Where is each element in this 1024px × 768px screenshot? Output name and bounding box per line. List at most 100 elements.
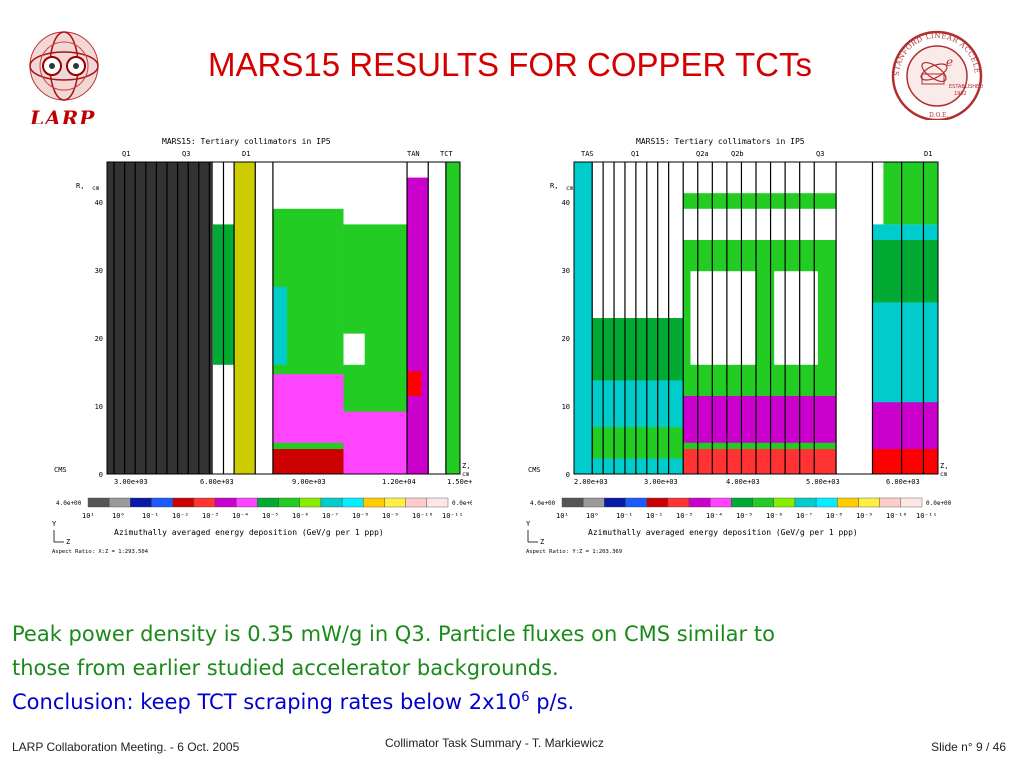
y-tick-label: 30 [562,267,570,275]
y-direction-label: Y [52,520,57,528]
color-scale-swatch [815,497,838,508]
scale-tick-label: 10⁻⁵ [736,512,753,520]
x-tick-label: 1.50e+04 [447,478,472,486]
y-tick-label: 10 [562,403,570,411]
deposition-region [255,162,273,474]
color-scale-swatch [193,497,216,508]
y-tick-label: 40 [562,199,570,207]
scale-tick-label: 10¹ [82,512,95,520]
element-label: Q3 [182,150,190,158]
scale-min-label: 4.0e+00 [56,500,82,507]
caption-line-2: those from earlier studied accelerator b… [12,656,559,680]
scale-tick-label: 10⁻⁶ [766,512,783,520]
color-scale-swatch [794,497,817,508]
color-scale-swatch [172,497,195,508]
deposition-region [272,449,344,474]
caption-conclusion: Conclusion: keep TCT scraping rates belo… [12,685,1012,719]
r-axis-label: R, [550,182,558,190]
scale-tick-label: 10⁻⁹ [382,512,399,520]
color-scale-swatch [731,497,753,508]
deposition-region [872,240,938,303]
slac-seal: STANFORD LINEAR ACCELERATOR CENTER e EST… [880,20,990,122]
x-tick-label: 6.00e+03 [886,478,920,486]
y-tick-label: 20 [562,335,570,343]
deposition-region [883,162,938,225]
slide-title: MARS15 RESULTS FOR COPPER TCTs [208,46,812,83]
scale-tick-label: 10⁻¹¹ [442,512,463,520]
y-tick-label: 0 [566,471,570,479]
scale-tick-label: 10⁻¹¹ [916,512,937,520]
y-tick-label: 20 [95,335,103,343]
plot-panel-right: MARS15: Tertiary collimators in IP5 TAS Q1… [526,132,956,557]
deposition-region [445,162,460,474]
plot-panel-left: MARS15: Tertiary collimators in IP5 Q1 Q3 D… [52,132,472,557]
color-scale-swatch [688,497,711,508]
seal-doe: D.O.E. [929,112,948,119]
color-scale-swatch [278,497,300,508]
scale-tick-label: 10⁻² [646,512,663,520]
color-scale-swatch [363,497,385,508]
caption-line-1: Peak power density is 0.35 mW/g in Q3. P… [12,622,775,646]
y-direction-label: Y [526,520,531,528]
scale-max-label: 0.0e+00 [452,500,472,507]
footer-meeting: LARP Collaboration Meeting. - 6 Oct. 200… [12,740,240,754]
color-scale-swatch [320,497,343,508]
color-scale-swatch [625,497,647,508]
color-scale-swatch [710,497,732,508]
deposition-region [592,427,684,459]
footer-slide-number: Slide n° 9 / 46 [931,740,1006,754]
plot-xlabel: Azimuthally averaged energy deposition (… [114,528,384,537]
color-scale-swatch [214,497,237,508]
slide-caption: Peak power density is 0.35 mW/g in Q3. P… [12,617,1012,719]
color-scale-swatch [900,497,923,508]
plot-frame [106,161,461,475]
scale-tick-label: 10⁻⁴ [706,512,723,520]
scale-tick-label: 10⁻⁸ [826,512,843,520]
r-axis-unit: cm [92,185,100,192]
element-label: TAS [581,150,594,158]
energy-deposition-map-left: MARS15: Tertiary collimators in IP5 Q1 Q3 D… [52,137,472,555]
r-axis-label: R, [76,182,84,190]
element-label: Q1 [122,150,130,158]
larp-logo-text: LARP [30,108,96,124]
plot-header: MARS15: Tertiary collimators in IP5 [162,137,331,146]
z-direction-label: Z [66,538,70,546]
deposition-region [774,271,818,365]
color-scale-swatch [667,497,690,508]
deposition-region [592,318,684,381]
scale-tick-label: 10⁻² [172,512,189,520]
z-axis-label: Z, [462,462,470,470]
color-scale-swatch [151,497,173,508]
color-scale-swatch [108,497,131,508]
x-tick-label: 3.00e+03 [114,478,148,486]
color-scale-swatch [858,497,880,508]
plot-header: MARS15: Tertiary collimators in IP5 [636,137,805,146]
deposition-region [683,396,837,443]
x-tick-label: 9.00e+03 [292,478,326,486]
color-scale-swatch [257,497,279,508]
larp-emblem-icon [29,31,99,101]
deposition-region [872,449,938,474]
element-label: Q2b [731,150,744,158]
y-tick-label: 40 [95,199,103,207]
scale-tick-label: 10⁻⁷ [796,512,813,520]
y-tick-label: 0 [99,471,103,479]
deposition-region [343,411,415,474]
y-tick-label: 10 [95,403,103,411]
deposition-region [690,271,756,365]
scale-tick-label: 10⁻⁶ [292,512,309,520]
z-direction-label: Z [540,538,544,546]
color-scale-swatch [752,497,774,508]
color-scale-swatch [405,497,428,508]
color-scale-swatch [561,497,584,508]
x-tick-label: 4.00e+03 [726,478,760,486]
deposition-region [574,162,593,474]
deposition-region [272,374,344,443]
x-tick-label: 6.00e+03 [200,478,234,486]
scale-max-label: 0.0e+00 [926,500,952,507]
energy-deposition-map-right: MARS15: Tertiary collimators in IP5 TAS Q1… [526,137,952,555]
color-scale-swatch [87,497,110,508]
deposition-region [428,162,446,474]
element-label: D1 [924,150,932,158]
deposition-region [407,371,422,396]
